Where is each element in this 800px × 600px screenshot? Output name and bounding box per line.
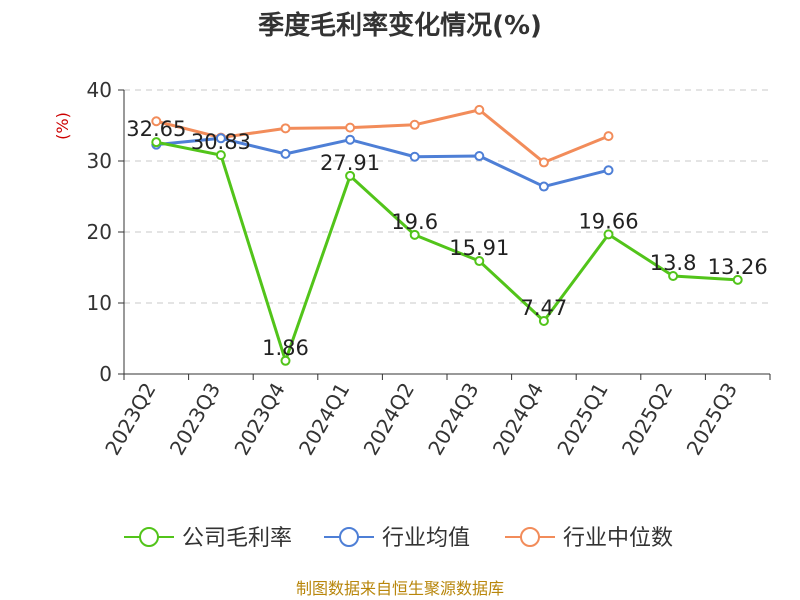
data-point <box>280 123 291 134</box>
data-point <box>280 148 291 159</box>
y-axis-unit-label: (%) <box>53 112 72 140</box>
data-point <box>151 137 162 148</box>
data-point <box>603 229 614 240</box>
data-point <box>345 122 356 133</box>
legend-label: 行业均值 <box>382 526 470 551</box>
series-0 <box>151 137 743 366</box>
data-label: 32.65 <box>126 117 186 141</box>
data-point <box>409 151 420 162</box>
y-tick-label: 30 <box>87 149 112 173</box>
legend-marker <box>339 527 359 547</box>
legend-item-2: 行业中位数 <box>505 526 673 551</box>
y-tick-label: 20 <box>87 220 112 244</box>
x-tick-label: 2025Q3 <box>682 379 742 460</box>
data-label: 19.66 <box>578 209 638 233</box>
x-tick-label: 2025Q2 <box>617 379 677 460</box>
data-point <box>603 131 614 142</box>
data-point <box>215 133 226 144</box>
data-point <box>474 104 485 115</box>
legend-item-0: 公司毛利率 <box>124 526 292 551</box>
series-lines <box>151 104 743 366</box>
x-tick-label: 2024Q3 <box>423 379 483 460</box>
data-label: 13.26 <box>708 255 768 279</box>
series-1 <box>151 133 614 192</box>
data-point <box>538 157 549 168</box>
data-point <box>474 151 485 162</box>
data-label: 13.8 <box>650 251 697 275</box>
data-label: 7.47 <box>521 296 568 320</box>
data-point <box>668 271 679 282</box>
x-tick-label: 2023Q3 <box>165 379 225 460</box>
x-tick-label: 2025Q1 <box>552 379 612 460</box>
data-label: 30.83 <box>191 130 251 154</box>
data-label: 15.91 <box>449 236 509 260</box>
series-2 <box>151 104 614 168</box>
data-point <box>538 315 549 326</box>
x-tick-label: 2023Q4 <box>229 379 289 460</box>
data-point <box>732 274 743 285</box>
x-tick-label: 2024Q1 <box>294 379 354 460</box>
data-point <box>151 116 162 127</box>
data-point <box>603 165 614 176</box>
series-line <box>155 108 610 164</box>
data-point <box>409 229 420 240</box>
legend-marker <box>520 527 540 547</box>
y-tick-label: 0 <box>99 362 112 386</box>
data-point <box>280 355 291 366</box>
x-tick-label: 2024Q4 <box>488 379 548 460</box>
data-point <box>345 170 356 181</box>
data-point <box>474 256 485 267</box>
data-label: 19.6 <box>391 210 438 234</box>
legend-marker <box>139 527 159 547</box>
data-point <box>538 181 549 192</box>
data-label: 1.86 <box>262 336 309 360</box>
legend-label: 行业中位数 <box>563 526 673 551</box>
y-tick-label: 40 <box>87 78 112 102</box>
data-label: 27.91 <box>320 151 380 175</box>
series-line <box>156 136 609 189</box>
x-tick-label: 2023Q2 <box>100 379 160 460</box>
legend-label: 公司毛利率 <box>182 526 292 551</box>
legend-item-1: 行业均值 <box>324 526 470 551</box>
data-point <box>409 119 420 130</box>
chart-title: 季度毛利率变化情况(%) <box>258 10 542 41</box>
grid-lines <box>124 89 770 304</box>
legend: 公司毛利率 行业均值 行业中位数 <box>124 526 673 551</box>
series-line <box>156 140 738 363</box>
y-tick-label: 10 <box>87 291 112 315</box>
x-tick-label: 2024Q2 <box>359 379 419 460</box>
data-point <box>215 150 226 161</box>
source-note: 制图数据来自恒生聚源数据库 <box>296 579 504 598</box>
data-point <box>345 134 356 145</box>
